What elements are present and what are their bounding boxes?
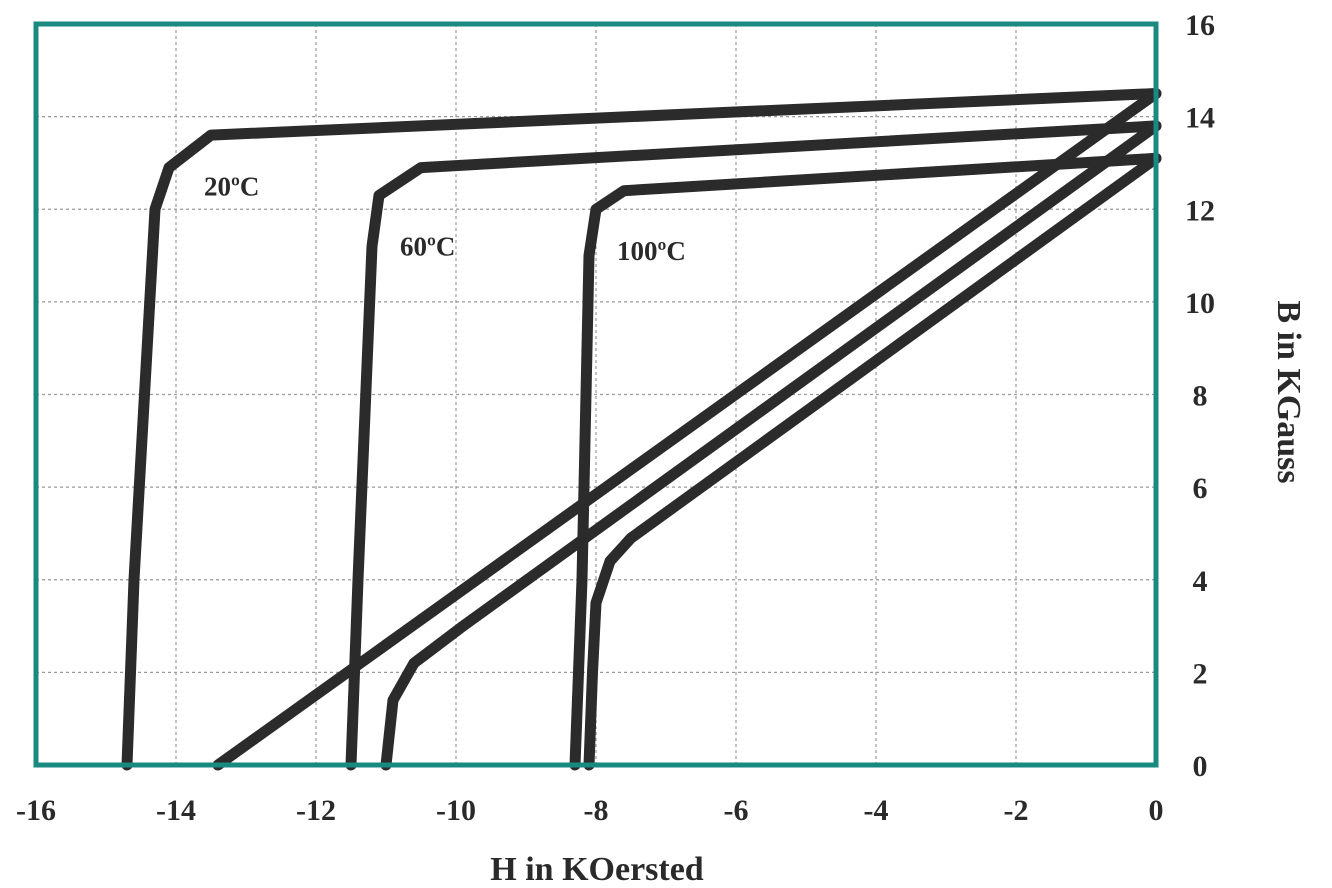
curve-label: 20ºC — [204, 171, 259, 201]
x-tick-label: -2 — [1004, 794, 1029, 827]
curve-label: 60ºC — [400, 232, 455, 262]
x-tick-label: -4 — [864, 794, 889, 827]
y-tick-label: 14 — [1185, 102, 1215, 135]
curves — [121, 88, 1162, 771]
curve-label: 100ºC — [617, 236, 686, 266]
x-tick-label: -14 — [156, 794, 196, 827]
y-tick-label: 16 — [1185, 9, 1215, 42]
x-tick-label: 0 — [1149, 794, 1164, 827]
curve-b-2 — [569, 152, 1162, 771]
curve-j-1 — [380, 120, 1162, 771]
x-axis-ticks: -16 -14 -12 -10 -8 -6 -4 -2 0 — [16, 794, 1164, 827]
y-axis-title: B in KGauss — [1270, 300, 1307, 483]
y-tick-label: 0 — [1193, 750, 1208, 783]
x-axis-title: H in KOersted — [490, 851, 704, 888]
curve-b-0 — [121, 88, 1162, 771]
y-axis-ticks: 0 2 4 6 8 10 12 14 16 — [1185, 9, 1215, 783]
y-tick-label: 4 — [1193, 565, 1208, 598]
y-tick-label: 2 — [1193, 657, 1208, 690]
x-tick-label: -8 — [584, 794, 609, 827]
x-tick-label: -12 — [296, 794, 336, 827]
y-tick-label: 10 — [1185, 287, 1215, 320]
y-tick-label: 12 — [1185, 194, 1215, 227]
curve-b-1 — [345, 120, 1162, 771]
y-tick-label: 8 — [1193, 380, 1208, 413]
curve-labels: 20ºC 60ºC 100ºC — [204, 171, 686, 266]
plot-frame — [33, 21, 1159, 768]
x-tick-label: -6 — [724, 794, 749, 827]
x-tick-label: -16 — [16, 794, 56, 827]
x-tick-label: -10 — [436, 794, 476, 827]
curve-j-2 — [583, 152, 1162, 771]
y-tick-label: 6 — [1193, 472, 1208, 505]
curve-j-0 — [212, 88, 1162, 771]
